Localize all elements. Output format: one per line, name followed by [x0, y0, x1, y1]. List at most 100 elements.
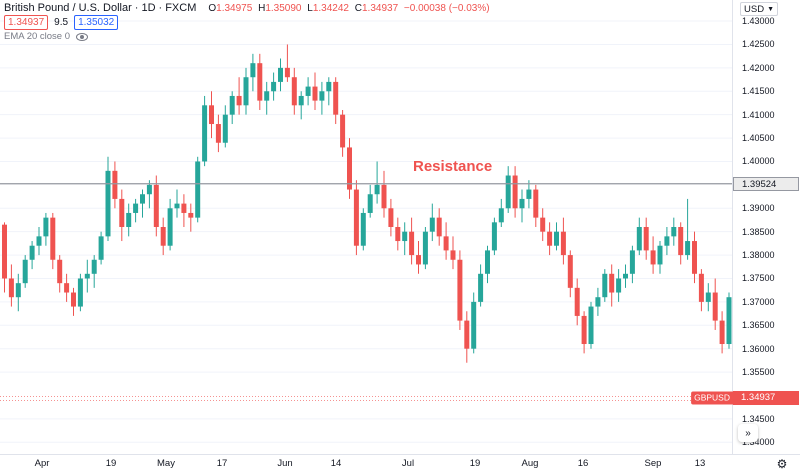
candle-body [347, 147, 352, 190]
candle-body [77, 278, 83, 307]
candle-body [567, 255, 573, 288]
candle-body [284, 67, 290, 78]
candle-body [547, 231, 553, 246]
interval-label[interactable]: 1D [141, 2, 156, 14]
candle-body [243, 77, 249, 106]
candle-body [229, 95, 235, 115]
chart-pane[interactable]: British Pound / U.S. Dollar · 1D · FXCM … [0, 0, 732, 454]
candle-body [340, 114, 346, 148]
date-label: Jul [401, 458, 415, 469]
candle-body [560, 231, 566, 256]
candle-body [153, 184, 159, 227]
date-label: Jun [277, 458, 293, 469]
candle-body [554, 231, 559, 246]
indicator-label[interactable]: EMA 20 close 0 [4, 31, 71, 42]
price-tick-label: 1.42500 [742, 39, 775, 50]
candle-body [222, 114, 228, 143]
low-key: L [307, 2, 313, 14]
price-tick-label: 1.42000 [742, 62, 775, 73]
candle-body [712, 292, 718, 321]
low-value: 1.34242 [312, 2, 349, 14]
currency-dropdown[interactable]: USD ▼ [740, 2, 778, 16]
candle-body [464, 320, 470, 349]
currency-label: USD [744, 3, 765, 15]
separator: · [158, 2, 163, 14]
resistance-annotation[interactable]: Resistance [413, 158, 493, 175]
candle-body [402, 231, 408, 242]
date-label: 16 [577, 458, 589, 469]
candle-body [595, 297, 601, 307]
candle-body [215, 124, 221, 143]
high-key: H [258, 2, 266, 14]
candle-body [305, 86, 311, 96]
symbol-legend: British Pound / U.S. Dollar · 1D · FXCM … [4, 2, 493, 14]
candle-body [50, 217, 56, 260]
date-label: Aug [521, 458, 539, 469]
candle-body [181, 203, 187, 213]
eye-icon[interactable] [76, 32, 89, 41]
candle-body [588, 306, 594, 345]
candle-body [133, 203, 139, 213]
exchange-label: FXCM [165, 2, 197, 14]
resistance-price-marker: 1.39524 [733, 176, 799, 191]
price-tick-label: 1.37000 [742, 296, 775, 307]
chevron-down-icon: ▼ [767, 5, 774, 13]
candle-body [209, 105, 214, 125]
gear-icon[interactable]: ⚙ [776, 457, 788, 471]
candle-body [388, 208, 394, 227]
candle-body [160, 227, 166, 246]
price-tick-label: 1.40500 [742, 133, 775, 144]
candle-body [650, 250, 656, 265]
candle-body [2, 224, 7, 279]
candle-body [478, 273, 484, 302]
candle-body [291, 77, 297, 106]
candle-body [671, 227, 677, 237]
candle-body [698, 273, 704, 302]
candle-body [271, 81, 277, 92]
candle-body [629, 250, 635, 274]
spread-value: 9.5 [54, 17, 69, 28]
candlestick-chart[interactable] [0, 0, 732, 454]
candle-body [71, 292, 76, 307]
candle-body [643, 227, 649, 251]
quote-legend: 1.34937 9.5 1.35032 [4, 15, 119, 30]
candle-body [657, 245, 663, 265]
price-tick-label: 1.39000 [742, 203, 775, 214]
candle-body [188, 212, 194, 218]
candle-body [719, 320, 725, 345]
price-tick-label: 1.34000 [742, 437, 775, 448]
candle-body [353, 189, 359, 246]
price-tick-label: 1.41000 [742, 109, 775, 120]
candle-body [29, 245, 35, 260]
candle-body [367, 194, 373, 213]
candle-body [616, 278, 622, 293]
candle-body [395, 227, 401, 242]
change-value: −0.00038 (−0.03%) [403, 2, 490, 14]
sell-price-button[interactable]: 1.34937 [4, 15, 49, 30]
candle-body [22, 259, 28, 284]
price-axis[interactable] [732, 0, 800, 454]
candle-body [278, 67, 283, 82]
indicator-legend[interactable]: EMA 20 close 0 [4, 31, 89, 42]
ohlc-values: O1.34975 H1.35090 L1.34242 C1.34937 −0.0… [208, 3, 492, 14]
candle-body [333, 81, 339, 115]
candle-body [98, 236, 104, 260]
time-axis[interactable] [0, 454, 800, 471]
candle-body [126, 212, 132, 227]
price-tick-label: 1.37500 [742, 273, 775, 284]
candle-body [705, 292, 711, 302]
candle-body [574, 287, 580, 316]
scroll-to-realtime-button[interactable]: » [738, 424, 758, 442]
symbol-tag: GBPUSD [691, 391, 733, 405]
candle-body [195, 161, 201, 218]
candle-body [692, 241, 697, 274]
symbol-title[interactable]: British Pound / U.S. Dollar [4, 2, 132, 14]
date-label: May [157, 458, 175, 469]
candle-body [202, 105, 208, 162]
date-label: 13 [694, 458, 706, 469]
candle-body [519, 198, 525, 209]
candle-body [174, 203, 180, 209]
buy-price-button[interactable]: 1.35032 [74, 15, 119, 30]
date-label: 14 [330, 458, 342, 469]
candle-body [250, 63, 256, 78]
